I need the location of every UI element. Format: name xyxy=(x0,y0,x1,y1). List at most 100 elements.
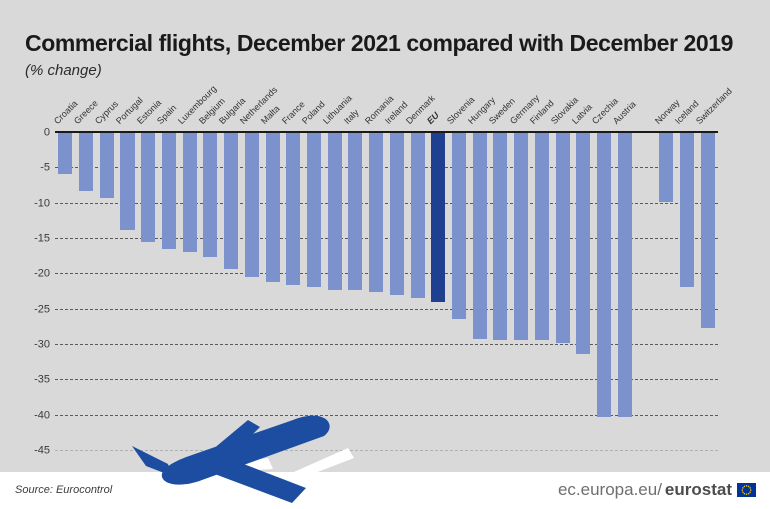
bar-slot: Iceland xyxy=(673,98,701,450)
bar-slot: Sweden xyxy=(487,96,517,450)
bar-poland xyxy=(306,132,322,287)
bar-denmark xyxy=(410,132,425,299)
bar-slot-spacer xyxy=(635,132,656,450)
bar-iceland xyxy=(679,132,694,288)
bar-slot: Bulgaria xyxy=(217,96,248,450)
bar-slot: Czechia xyxy=(590,96,620,450)
gridline--20: -20 xyxy=(34,268,718,280)
bar-greece xyxy=(79,132,94,191)
bar-slot: Hungary xyxy=(466,95,497,450)
y-axis-label--20: -20 xyxy=(34,267,50,280)
bar-norway xyxy=(659,132,674,202)
bar-france xyxy=(286,132,301,285)
bar-slot: Italy xyxy=(342,107,366,450)
bar-slot: Belgium xyxy=(197,96,227,450)
bar-slot: Norway xyxy=(652,97,681,450)
bar-switzerland xyxy=(700,132,715,329)
gridline--40: -40 xyxy=(34,409,718,421)
bar-lithuania xyxy=(327,132,342,290)
plane-tail xyxy=(132,446,172,476)
category-label-eu: EU xyxy=(424,110,441,126)
bar-slot: Poland xyxy=(300,99,327,450)
bar-bulgaria xyxy=(224,132,239,270)
bar-slot: Slovakia xyxy=(549,95,580,450)
bar-slot: Netherlands xyxy=(238,85,280,450)
bar-slot: EU xyxy=(425,110,449,450)
bar-hungary xyxy=(472,132,487,340)
bar-estonia xyxy=(141,132,156,243)
bar-slot: Croatia xyxy=(52,98,79,450)
bar-luxembourg xyxy=(182,132,197,253)
chart-title: Commercial flights, December 2021 compar… xyxy=(25,30,734,56)
footer-bar: Source: Eurocontrol ec.europa.eu/eurosta… xyxy=(0,472,770,509)
bar-slovenia xyxy=(451,132,467,319)
bar-slot: Malta xyxy=(259,103,283,450)
bar-portugal xyxy=(120,132,135,230)
bar-slot: Switzerland xyxy=(694,86,734,450)
bar-austria xyxy=(617,132,632,418)
bar-croatia xyxy=(58,132,73,175)
bar-latvia xyxy=(576,132,591,354)
y-axis-label--45: -45 xyxy=(34,444,50,457)
bar-slot: Germany xyxy=(507,93,541,450)
bar-netherlands xyxy=(244,132,259,277)
bar-slot: Spain xyxy=(155,103,180,450)
y-axis-label--40: -40 xyxy=(34,409,50,422)
source-note: Source: Eurocontrol xyxy=(15,484,113,496)
plane-near-wing xyxy=(212,458,306,503)
bar-slot: Portugal xyxy=(114,95,145,450)
bar-belgium xyxy=(203,132,218,258)
gridline--45: -45 xyxy=(34,444,718,456)
chart-subtitle: (% change) xyxy=(25,62,102,79)
gridline--10: -10 xyxy=(34,197,718,209)
bar-czechia xyxy=(597,132,612,417)
gridline--5: -5 xyxy=(40,162,718,174)
gridline--35: -35 xyxy=(34,374,718,386)
bar-slot: Denmark xyxy=(404,93,437,450)
bar-slot: Lithuania xyxy=(321,93,354,450)
bar-slot: Slovenia xyxy=(445,95,477,450)
airplane-icon xyxy=(130,415,354,509)
bar-slot: Ireland xyxy=(383,99,410,450)
brand-url: ec.europa.eu/ xyxy=(557,480,662,499)
bar-slovakia xyxy=(555,132,570,343)
eurostat-brand: ec.europa.eu/eurostat xyxy=(558,480,756,500)
bar-malta xyxy=(265,132,280,282)
y-axis-label--5: -5 xyxy=(40,161,50,174)
bar-slot: Romania xyxy=(362,93,395,450)
y-axis-label--15: -15 xyxy=(34,232,50,245)
bar-italy xyxy=(348,132,363,291)
bar-slot: Estonia xyxy=(135,98,163,450)
category-label-italy: Italy xyxy=(341,107,361,126)
y-axis-label--30: -30 xyxy=(34,338,50,351)
gridline--25: -25 xyxy=(34,303,718,315)
y-axis-label--25: -25 xyxy=(34,303,50,316)
bar-sweden xyxy=(493,132,508,341)
eu-flag-icon xyxy=(737,483,756,497)
gridline-0: 0 xyxy=(44,126,718,138)
plane-fuselage xyxy=(161,415,330,485)
bar-cyprus xyxy=(99,132,114,198)
bar-spain xyxy=(161,132,176,249)
bar-finland xyxy=(534,132,549,341)
gridline--30: -30 xyxy=(34,338,718,350)
y-axis-label-0: 0 xyxy=(43,126,50,139)
bar-romania xyxy=(369,132,384,293)
bar-slot: Luxembourg xyxy=(176,84,218,450)
gridline--15: -15 xyxy=(34,232,718,244)
bar-germany xyxy=(514,132,529,341)
plot-area: 0 -5 -10 -15 -20 -25 -30 -35 -40 -45 Croatia Greec… xyxy=(34,84,734,509)
bar-ireland xyxy=(389,132,404,295)
contrail-long xyxy=(210,448,354,509)
bar-slot: Cyprus xyxy=(93,99,120,450)
bar-eu xyxy=(431,132,446,302)
bar-slot: Latvia xyxy=(570,102,594,450)
bars-layer: Croatia Greece Cyprus Portugal Estonia Spain L… xyxy=(52,84,734,450)
category-label-switzerland: Switzerland xyxy=(693,86,734,126)
y-axis-label--10: -10 xyxy=(34,197,50,210)
bar-slot: Greece xyxy=(72,98,100,450)
y-axis-label--35: -35 xyxy=(34,373,50,386)
brand-eurostat: eurostat xyxy=(664,480,732,499)
bar-slot: France xyxy=(280,99,306,450)
